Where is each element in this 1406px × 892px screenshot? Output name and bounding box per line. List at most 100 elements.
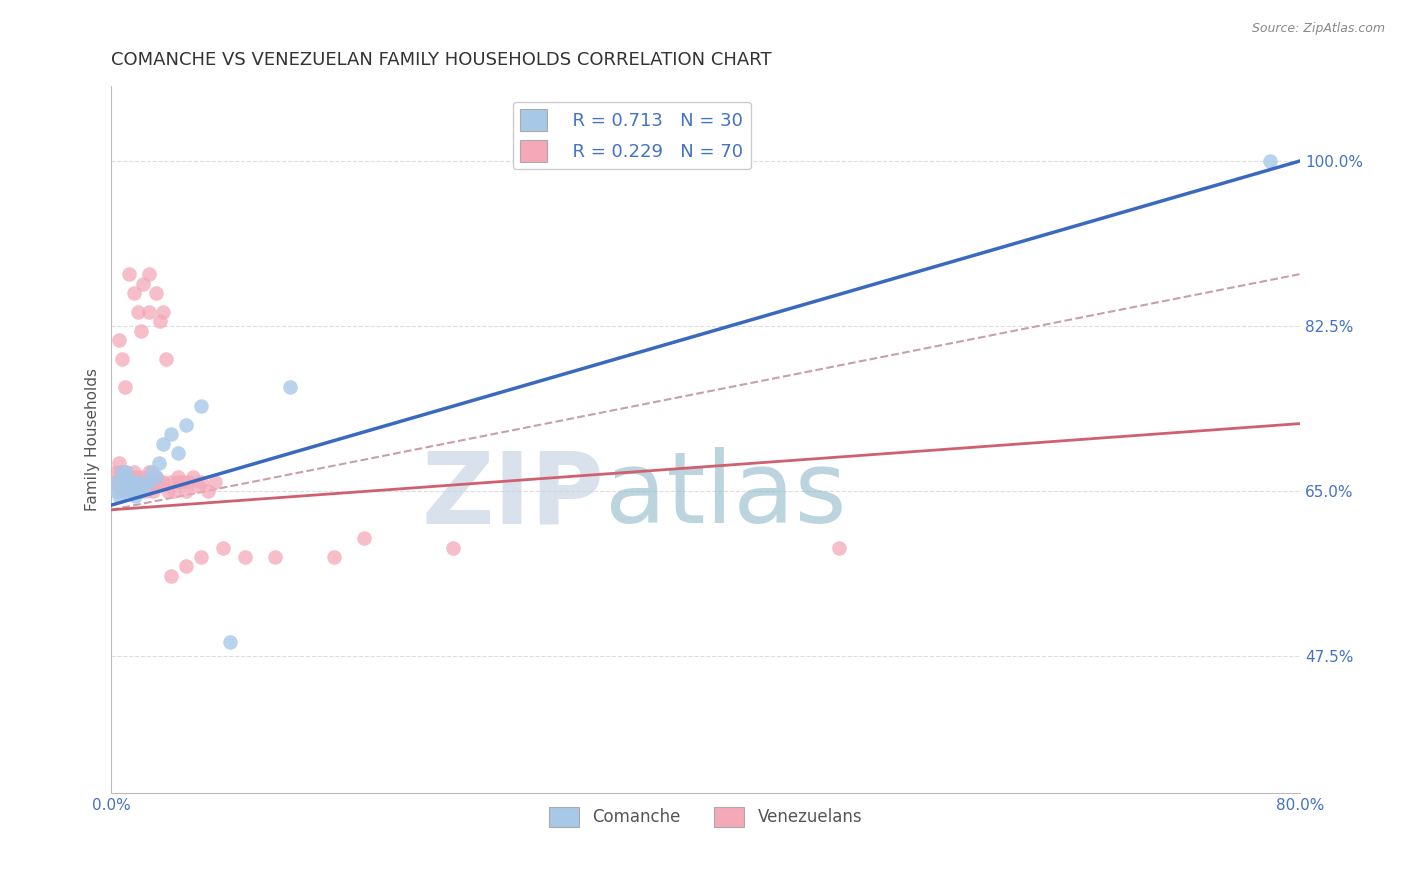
Point xyxy=(105,483,128,498)
Point xyxy=(142,483,165,498)
Point xyxy=(152,437,174,451)
Point xyxy=(111,465,134,479)
Point xyxy=(120,483,142,498)
Text: ZIP: ZIP xyxy=(422,447,605,544)
Point xyxy=(108,475,131,489)
Point xyxy=(117,479,139,493)
Point xyxy=(174,483,197,498)
Point xyxy=(233,549,256,564)
Point xyxy=(129,324,152,338)
Point xyxy=(152,475,174,489)
Point xyxy=(104,475,127,489)
Point xyxy=(135,483,157,498)
Point xyxy=(190,549,212,564)
Text: COMANCHE VS VENEZUELAN FAMILY HOUSEHOLDS CORRELATION CHART: COMANCHE VS VENEZUELAN FAMILY HOUSEHOLDS… xyxy=(111,51,772,69)
Point xyxy=(156,483,179,498)
Point xyxy=(167,470,190,484)
Point xyxy=(190,475,212,489)
Point xyxy=(127,475,149,489)
Point xyxy=(111,470,134,484)
Point xyxy=(174,417,197,432)
Point xyxy=(148,456,170,470)
Point xyxy=(103,475,125,489)
Point xyxy=(167,446,190,460)
Point xyxy=(155,351,177,366)
Point xyxy=(1258,153,1281,168)
Point xyxy=(160,569,183,583)
Point xyxy=(128,483,150,498)
Point xyxy=(163,483,186,498)
Point xyxy=(104,465,127,479)
Point xyxy=(122,285,145,300)
Point xyxy=(129,479,152,493)
Point xyxy=(115,475,138,489)
Point xyxy=(441,541,464,555)
Point xyxy=(145,479,167,493)
Point xyxy=(129,475,152,489)
Point xyxy=(149,314,172,328)
Point xyxy=(122,475,145,489)
Point xyxy=(127,305,149,319)
Point xyxy=(108,333,131,347)
Point xyxy=(127,483,149,498)
Point xyxy=(204,475,226,489)
Point xyxy=(145,285,167,300)
Point xyxy=(160,427,183,442)
Point xyxy=(160,475,183,489)
Point xyxy=(132,475,155,489)
Point xyxy=(122,479,145,493)
Point xyxy=(114,380,136,394)
Point xyxy=(172,475,194,489)
Point xyxy=(117,479,139,493)
Point xyxy=(105,479,128,493)
Text: Source: ZipAtlas.com: Source: ZipAtlas.com xyxy=(1251,22,1385,36)
Point xyxy=(129,470,152,484)
Point xyxy=(118,470,141,484)
Point xyxy=(121,483,143,498)
Point xyxy=(118,267,141,281)
Point xyxy=(112,475,135,489)
Point xyxy=(141,475,163,489)
Point xyxy=(114,475,136,489)
Point xyxy=(323,549,346,564)
Point xyxy=(120,475,142,489)
Point xyxy=(211,541,233,555)
Point xyxy=(108,489,131,503)
Point xyxy=(132,479,155,493)
Point xyxy=(190,399,212,413)
Point xyxy=(145,470,167,484)
Point xyxy=(118,475,141,489)
Point xyxy=(219,635,242,649)
Point xyxy=(263,549,285,564)
Point xyxy=(197,483,219,498)
Point xyxy=(115,465,138,479)
Point xyxy=(353,531,375,545)
Point xyxy=(131,277,153,291)
Point xyxy=(112,479,135,493)
Point xyxy=(187,479,209,493)
Point xyxy=(111,351,134,366)
Point xyxy=(148,475,170,489)
Point xyxy=(110,465,132,479)
Point xyxy=(111,483,134,498)
Point xyxy=(828,541,851,555)
Point xyxy=(108,456,131,470)
Point xyxy=(138,475,160,489)
Point xyxy=(177,475,200,489)
Y-axis label: Family Households: Family Households xyxy=(86,368,100,510)
Point xyxy=(115,483,138,498)
Point xyxy=(122,465,145,479)
Point xyxy=(110,479,132,493)
Point xyxy=(125,483,148,498)
Text: atlas: atlas xyxy=(605,447,846,544)
Point xyxy=(278,380,301,394)
Point xyxy=(167,475,190,489)
Legend: Comanche, Venezuelans: Comanche, Venezuelans xyxy=(543,800,869,834)
Point xyxy=(181,470,204,484)
Point xyxy=(174,559,197,574)
Point xyxy=(152,305,174,319)
Point xyxy=(124,489,146,503)
Point xyxy=(138,305,160,319)
Point xyxy=(115,465,138,479)
Point xyxy=(129,483,152,498)
